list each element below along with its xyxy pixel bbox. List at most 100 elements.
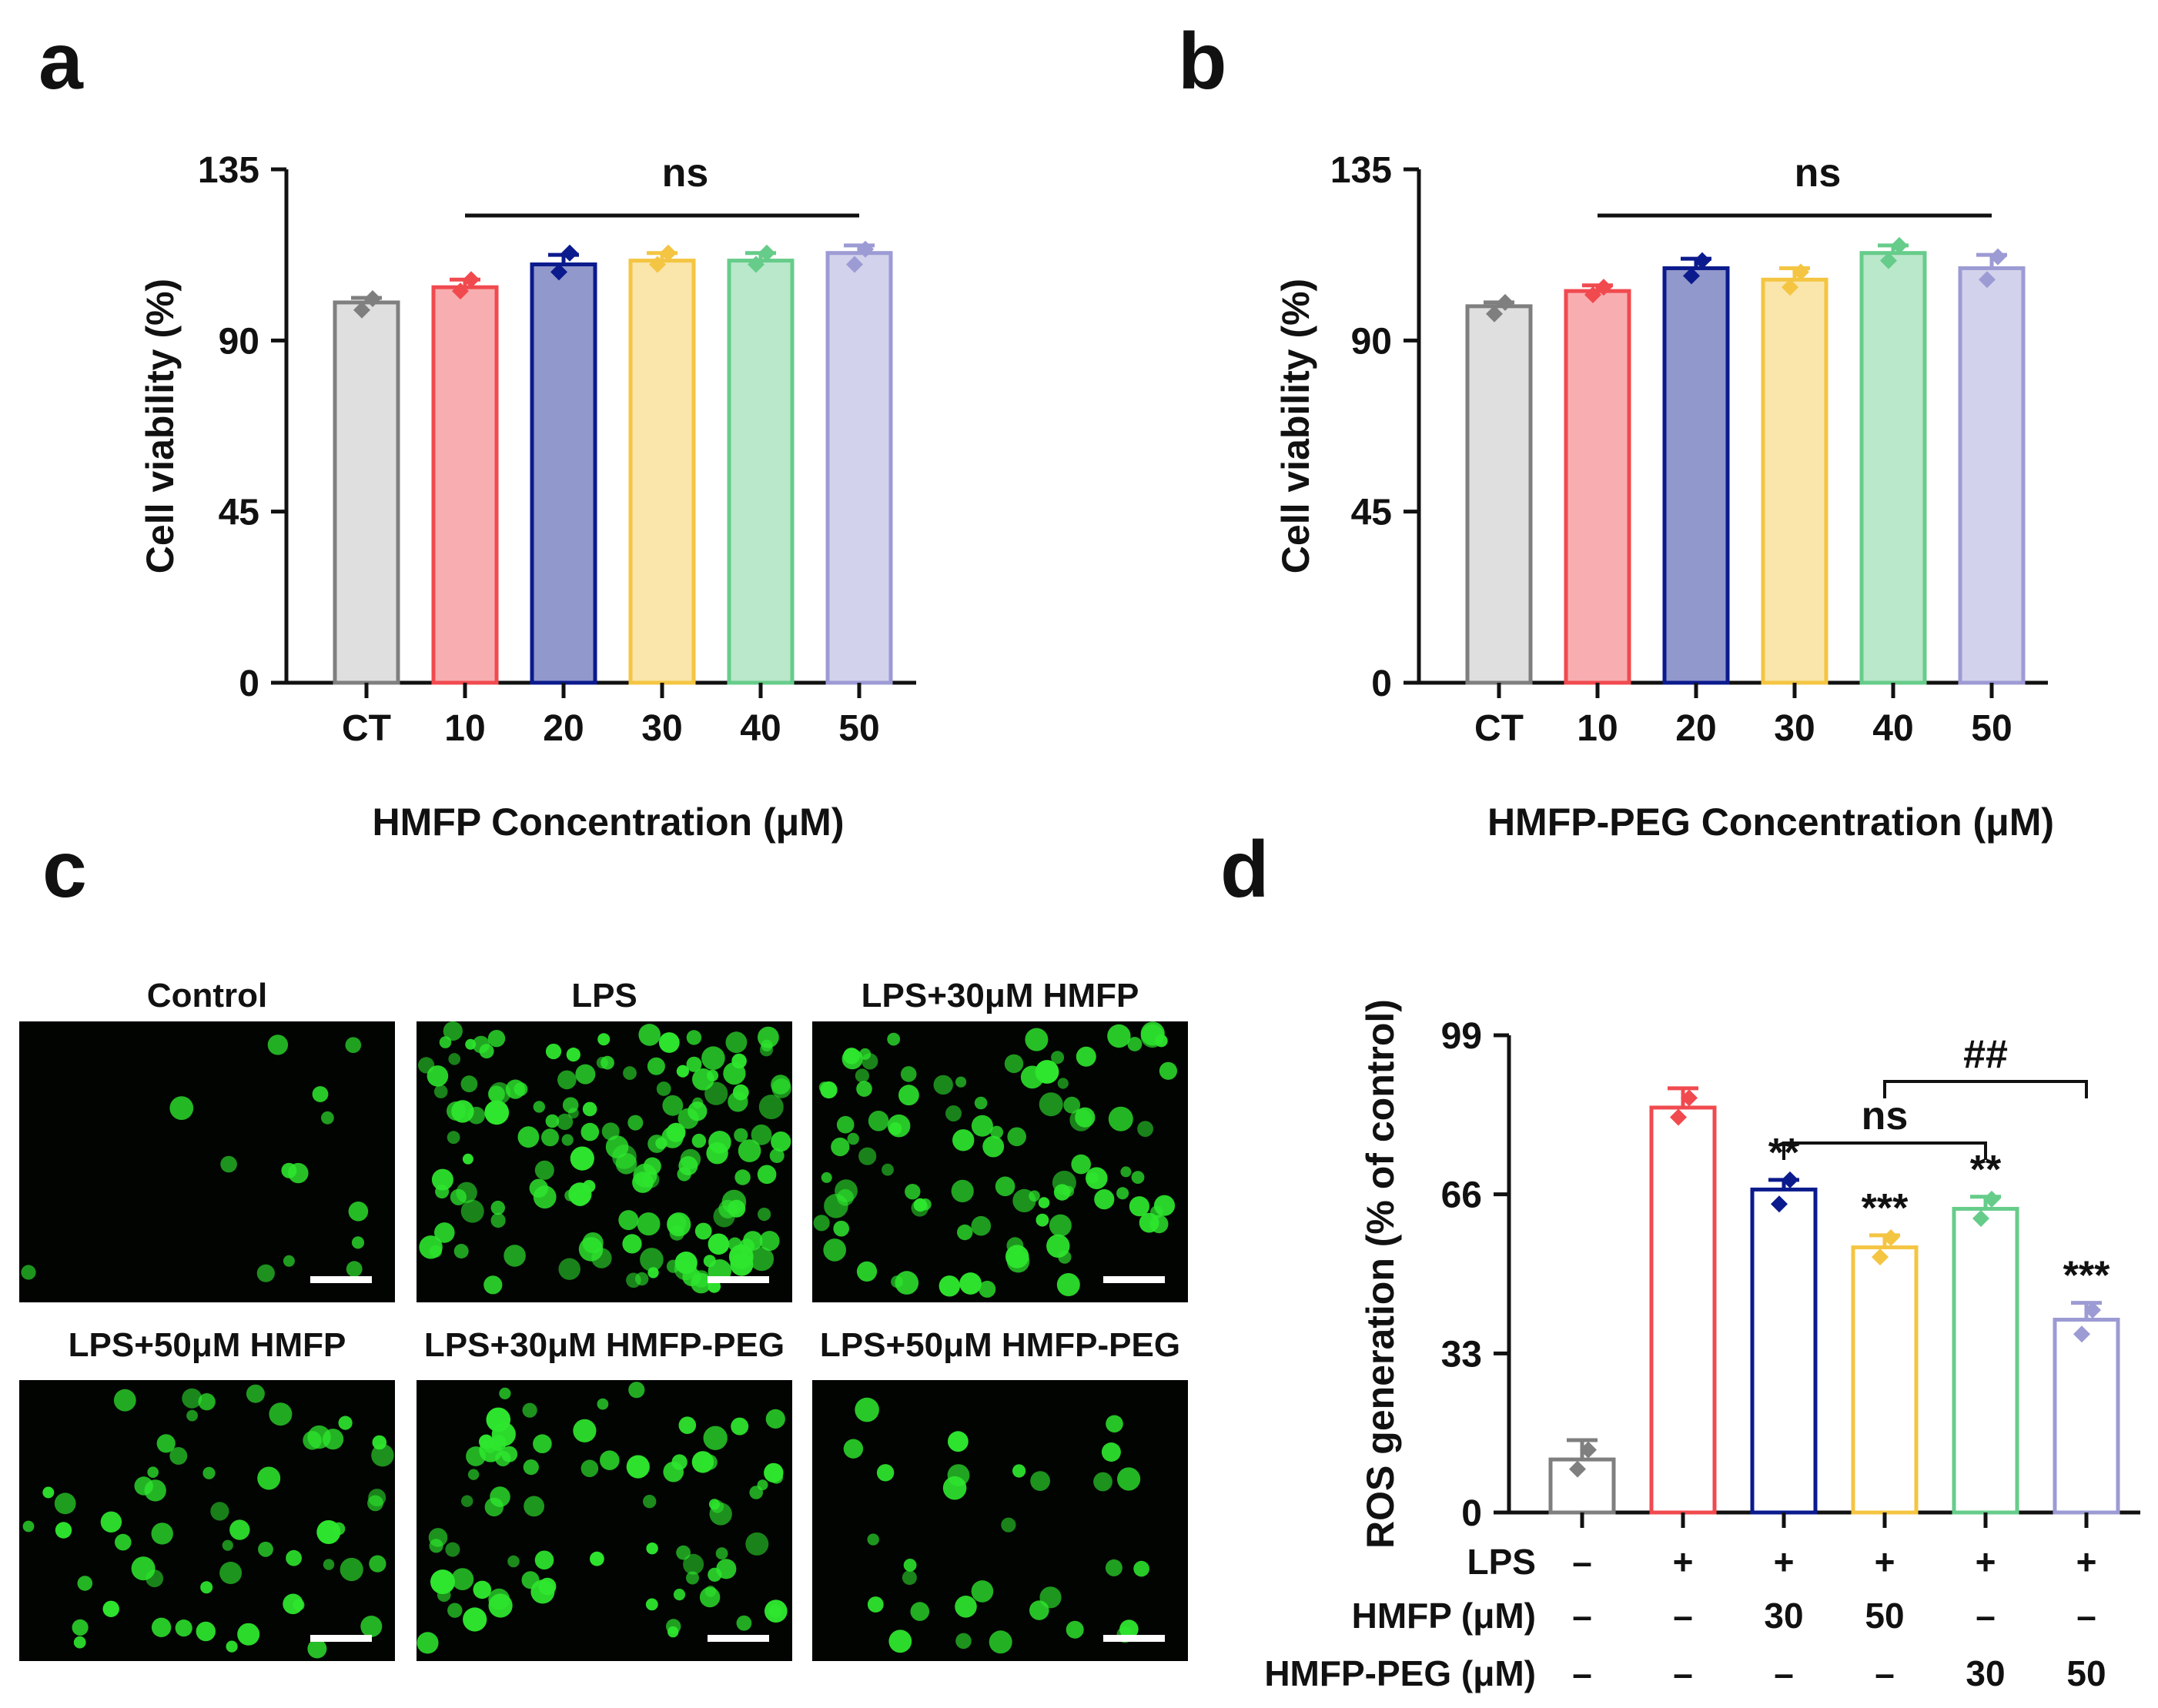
cell-nucleus <box>955 1596 977 1618</box>
y-tick-label: 135 <box>198 150 259 191</box>
cell-nucleus <box>596 1057 609 1069</box>
cell-nucleus <box>1066 1620 1084 1639</box>
cell-nucleus <box>495 1450 511 1466</box>
cell-nucleus <box>758 1095 784 1120</box>
x-tick-label: 30 <box>641 708 682 749</box>
cell-nucleus <box>286 1549 302 1566</box>
cell-nucleus <box>484 1100 510 1125</box>
cell-nucleus <box>186 1409 198 1422</box>
cell-nucleus <box>643 1495 657 1509</box>
panel-label-a: a <box>38 17 84 106</box>
cell-nucleus <box>448 1053 460 1065</box>
cell-nucleus <box>749 1247 775 1272</box>
x-tick-label: 40 <box>1872 708 1913 749</box>
data-point <box>1694 252 1711 269</box>
cell-nucleus <box>769 1148 785 1163</box>
cell-nucleus <box>229 1519 250 1540</box>
cell-nucleus <box>147 1466 159 1478</box>
cell-nucleus <box>1129 1196 1149 1217</box>
cell-nucleus <box>1133 1560 1149 1577</box>
cell-nucleus <box>557 1070 577 1090</box>
cell-nucleus <box>54 1492 76 1515</box>
cell-nucleus <box>833 1220 849 1237</box>
cell-nucleus <box>568 1182 592 1206</box>
cell-nucleus <box>590 1551 604 1566</box>
data-point <box>1979 271 1996 289</box>
bar <box>1564 289 1631 685</box>
cell-nucleus <box>979 1280 996 1298</box>
bar <box>530 262 597 685</box>
cell-nucleus <box>703 1426 728 1451</box>
cell-nucleus <box>666 1619 681 1634</box>
treatment-value: + <box>1976 1542 1996 1582</box>
data-point <box>660 244 677 262</box>
cell-nucleus <box>220 1155 237 1173</box>
cell-nucleus <box>1029 1190 1040 1202</box>
data-point <box>1782 1171 1798 1188</box>
cell-nucleus <box>686 1056 702 1072</box>
bar <box>1952 1206 2019 1515</box>
cell-nucleus <box>541 1128 559 1147</box>
treatment-value: + <box>1774 1542 1795 1582</box>
cell-nucleus <box>647 1135 666 1153</box>
data-point <box>1584 286 1601 304</box>
cell-nucleus <box>882 1163 894 1176</box>
cell-nucleus <box>971 1215 992 1236</box>
cell-nucleus <box>561 1134 574 1146</box>
cell-nucleus <box>971 1580 994 1603</box>
cell-nucleus <box>900 1066 917 1082</box>
cell-nucleus <box>1001 1517 1016 1533</box>
significance-stars: *** <box>2063 1254 2110 1299</box>
data-point <box>1580 1441 1597 1459</box>
treatment-value: – <box>1673 1653 1693 1693</box>
data-point <box>1595 279 1612 296</box>
cell-nucleus <box>1049 1214 1072 1237</box>
cell-nucleus <box>1039 1586 1062 1609</box>
cell-nucleus <box>307 1639 327 1659</box>
y-tick-label: 33 <box>1441 1334 1482 1375</box>
significance-label: ns <box>662 151 709 196</box>
cell-nucleus <box>1039 1092 1063 1117</box>
cell-nucleus <box>283 1255 295 1267</box>
image-title: LPS+50μM HMFP-PEG <box>820 1326 1180 1364</box>
cell-nucleus <box>113 1389 136 1412</box>
cell-nucleus <box>175 1619 192 1637</box>
cell-nucleus <box>258 1541 273 1557</box>
cell-nucleus <box>293 1599 305 1611</box>
cell-nucleus <box>1116 1187 1129 1200</box>
data-point <box>1497 293 1514 311</box>
cell-nucleus <box>321 1111 334 1125</box>
treatment-value: – <box>1875 1653 1895 1693</box>
x-tick-label: 40 <box>740 708 781 749</box>
panel-label-d: d <box>1220 825 1270 914</box>
cell-nucleus <box>628 1382 645 1399</box>
cell-nucleus <box>666 1122 686 1142</box>
data-point <box>353 301 370 319</box>
cell-nucleus <box>210 1502 229 1521</box>
cell-nucleus <box>734 1169 751 1185</box>
treatment-row-label: LPS <box>1467 1542 1536 1582</box>
cell-nucleus <box>823 1238 846 1262</box>
scale-bar <box>310 1635 372 1642</box>
y-tick-label: 135 <box>1330 150 1392 191</box>
treatment-value: + <box>1673 1542 1694 1582</box>
cell-nucleus <box>982 1135 1005 1158</box>
cell-nucleus <box>835 1179 858 1202</box>
cell-nucleus <box>1056 1273 1080 1296</box>
cell-nucleus <box>564 1189 577 1202</box>
x-tick-label: 20 <box>543 708 584 749</box>
cell-nucleus <box>151 1522 173 1545</box>
cell-nucleus <box>831 1137 850 1157</box>
cell-nucleus <box>1106 1415 1123 1433</box>
cell-nucleus <box>490 1212 506 1228</box>
cell-nucleus <box>198 1393 216 1411</box>
cell-nucleus <box>843 1048 860 1065</box>
cell-nucleus <box>903 1559 917 1572</box>
x-tick-label: 50 <box>838 708 879 749</box>
bar <box>1851 1245 1919 1515</box>
data-point <box>2084 1301 2101 1319</box>
image-title: LPS+30μM HMFP-PEG <box>424 1326 785 1364</box>
treatment-value: 50 <box>1865 1596 1904 1636</box>
bar <box>1761 277 1828 685</box>
